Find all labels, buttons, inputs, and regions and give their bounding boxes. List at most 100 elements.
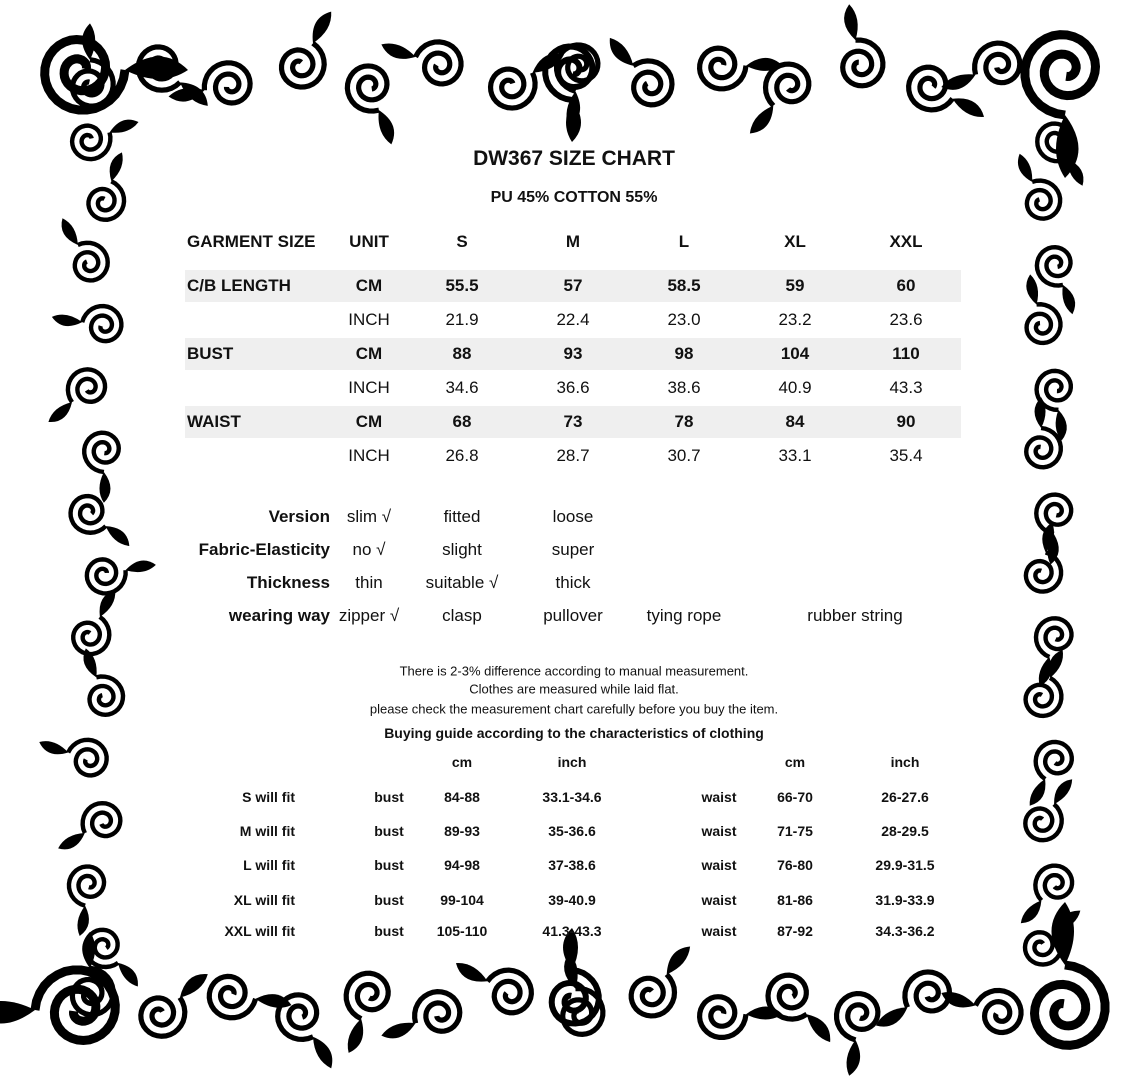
guide-cell: 99-104 [440, 892, 484, 908]
value-cell: 43.3 [889, 378, 923, 397]
guide-size-label: S will fit [242, 789, 295, 805]
attribute-label: Fabric-Elasticity [198, 540, 330, 559]
header-4: L [678, 232, 690, 251]
attribute-option: slim √ [346, 507, 392, 526]
scroll-ornament [1023, 649, 1064, 719]
scroll-ornament [138, 974, 208, 1039]
header-1: UNIT [349, 232, 389, 251]
scroll-ornament [455, 963, 534, 1016]
scroll-ornament [1033, 616, 1074, 687]
scroll-ornament [749, 61, 812, 134]
row-label: C/B LENGTH [187, 276, 291, 295]
scroll-ornament [168, 60, 253, 106]
row-shade [185, 406, 961, 438]
attribute-option: pullover [543, 606, 603, 625]
header-2: S [456, 232, 468, 251]
scroll-ornament [58, 800, 123, 850]
guide-cell: 105-110 [436, 923, 488, 939]
scroll-ornament [1029, 739, 1074, 806]
attribute-option: rubber string [807, 606, 903, 625]
scroll-ornament [1023, 779, 1073, 843]
guide-cell: bust [374, 892, 404, 908]
attribute-option: super [551, 540, 595, 559]
scroll-ornament [1034, 368, 1073, 441]
attribute-option: loose [552, 507, 594, 526]
value-cell: 33.1 [778, 446, 812, 465]
guide-cell: waist [701, 857, 737, 873]
guide-cell: waist [701, 789, 737, 805]
scroll-ornament [61, 218, 110, 283]
scroll-ornament [906, 64, 985, 117]
unit-cell: CM [355, 412, 383, 431]
guide-cell: bust [374, 789, 404, 805]
attribute-option: no √ [352, 540, 386, 559]
attribute-option: thick [555, 573, 591, 592]
attribute-option: fitted [443, 507, 481, 526]
guide-cell: 81-86 [777, 892, 813, 908]
value-cell: 23.0 [667, 310, 701, 329]
guide-cell: 31.9-33.9 [875, 892, 935, 908]
value-cell: 110 [892, 344, 920, 363]
scroll-ornament [83, 648, 126, 718]
scroll-ornament [381, 39, 464, 87]
attribute-option: clasp [442, 606, 482, 625]
value-cell: 22.4 [556, 310, 590, 329]
value-cell: 26.8 [445, 446, 479, 465]
guide-cell: 76-80 [777, 857, 813, 873]
attribute-option: thin [355, 573, 383, 592]
note-line: please check the measurement chart caref… [369, 701, 779, 717]
value-cell: 36.6 [556, 378, 590, 397]
scroll-ornament [1017, 153, 1063, 221]
note-line: Clothes are measured while laid flat. [469, 681, 679, 697]
scroll-ornament [765, 972, 831, 1043]
guide-cell: 33.1-34.6 [542, 789, 602, 805]
header-garment-size: GARMENT SIZE [187, 232, 316, 251]
value-cell: 55.5 [445, 276, 479, 295]
scroll-ornament [1020, 30, 1101, 178]
guide-cell: 37-38.6 [548, 857, 596, 873]
guide-cell: 28-29.5 [881, 823, 929, 839]
guide-cell: bust [374, 823, 404, 839]
scroll-ornament [275, 992, 333, 1069]
scroll-ornament [1034, 244, 1076, 315]
scroll-ornament [381, 989, 463, 1039]
guide-size-label: XXL will fit [224, 923, 295, 939]
scroll-ornament [1020, 863, 1075, 924]
value-cell: 60 [896, 276, 916, 295]
value-cell: 84 [785, 412, 805, 431]
value-cell: 28.7 [556, 446, 590, 465]
unit-cell: INCH [348, 310, 390, 329]
scroll-ornament [66, 864, 107, 936]
value-cell: 21.9 [445, 310, 479, 329]
scroll-ornament [84, 557, 156, 596]
scroll-ornament [609, 37, 675, 108]
attribute-label: wearing way [228, 606, 330, 625]
attribute-label: Thickness [246, 573, 330, 592]
guide-header: cm [451, 754, 473, 770]
value-cell: 35.4 [889, 446, 923, 465]
row-label: WAIST [187, 412, 241, 431]
value-cell: 40.9 [778, 378, 812, 397]
scroll-ornament [696, 45, 783, 92]
guide-cell: waist [701, 923, 737, 939]
scroll-ornament [628, 946, 691, 1019]
scroll-ornament [343, 970, 391, 1053]
value-cell: 34.6 [445, 378, 479, 397]
unit-cell: CM [355, 276, 383, 295]
guide-cell: bust [374, 857, 404, 873]
guide-header: inch [557, 754, 587, 770]
guide-cell: bust [374, 923, 404, 939]
page-title: DW367 SIZE CHART [473, 147, 675, 170]
scroll-ornament [1023, 522, 1064, 594]
guide-cell: 34.3-36.2 [875, 923, 935, 939]
scroll-ornament [39, 737, 109, 778]
scroll-ornament [1029, 902, 1110, 1050]
scroll-ornament [548, 928, 602, 1027]
guide-cell: 94-98 [444, 857, 480, 873]
value-cell: 68 [452, 412, 472, 431]
attribute-label: Version [268, 507, 330, 526]
note-line: There is 2-3% difference according to ma… [399, 663, 749, 679]
guide-size-label: M will fit [239, 823, 295, 839]
scroll-ornament [51, 303, 124, 344]
